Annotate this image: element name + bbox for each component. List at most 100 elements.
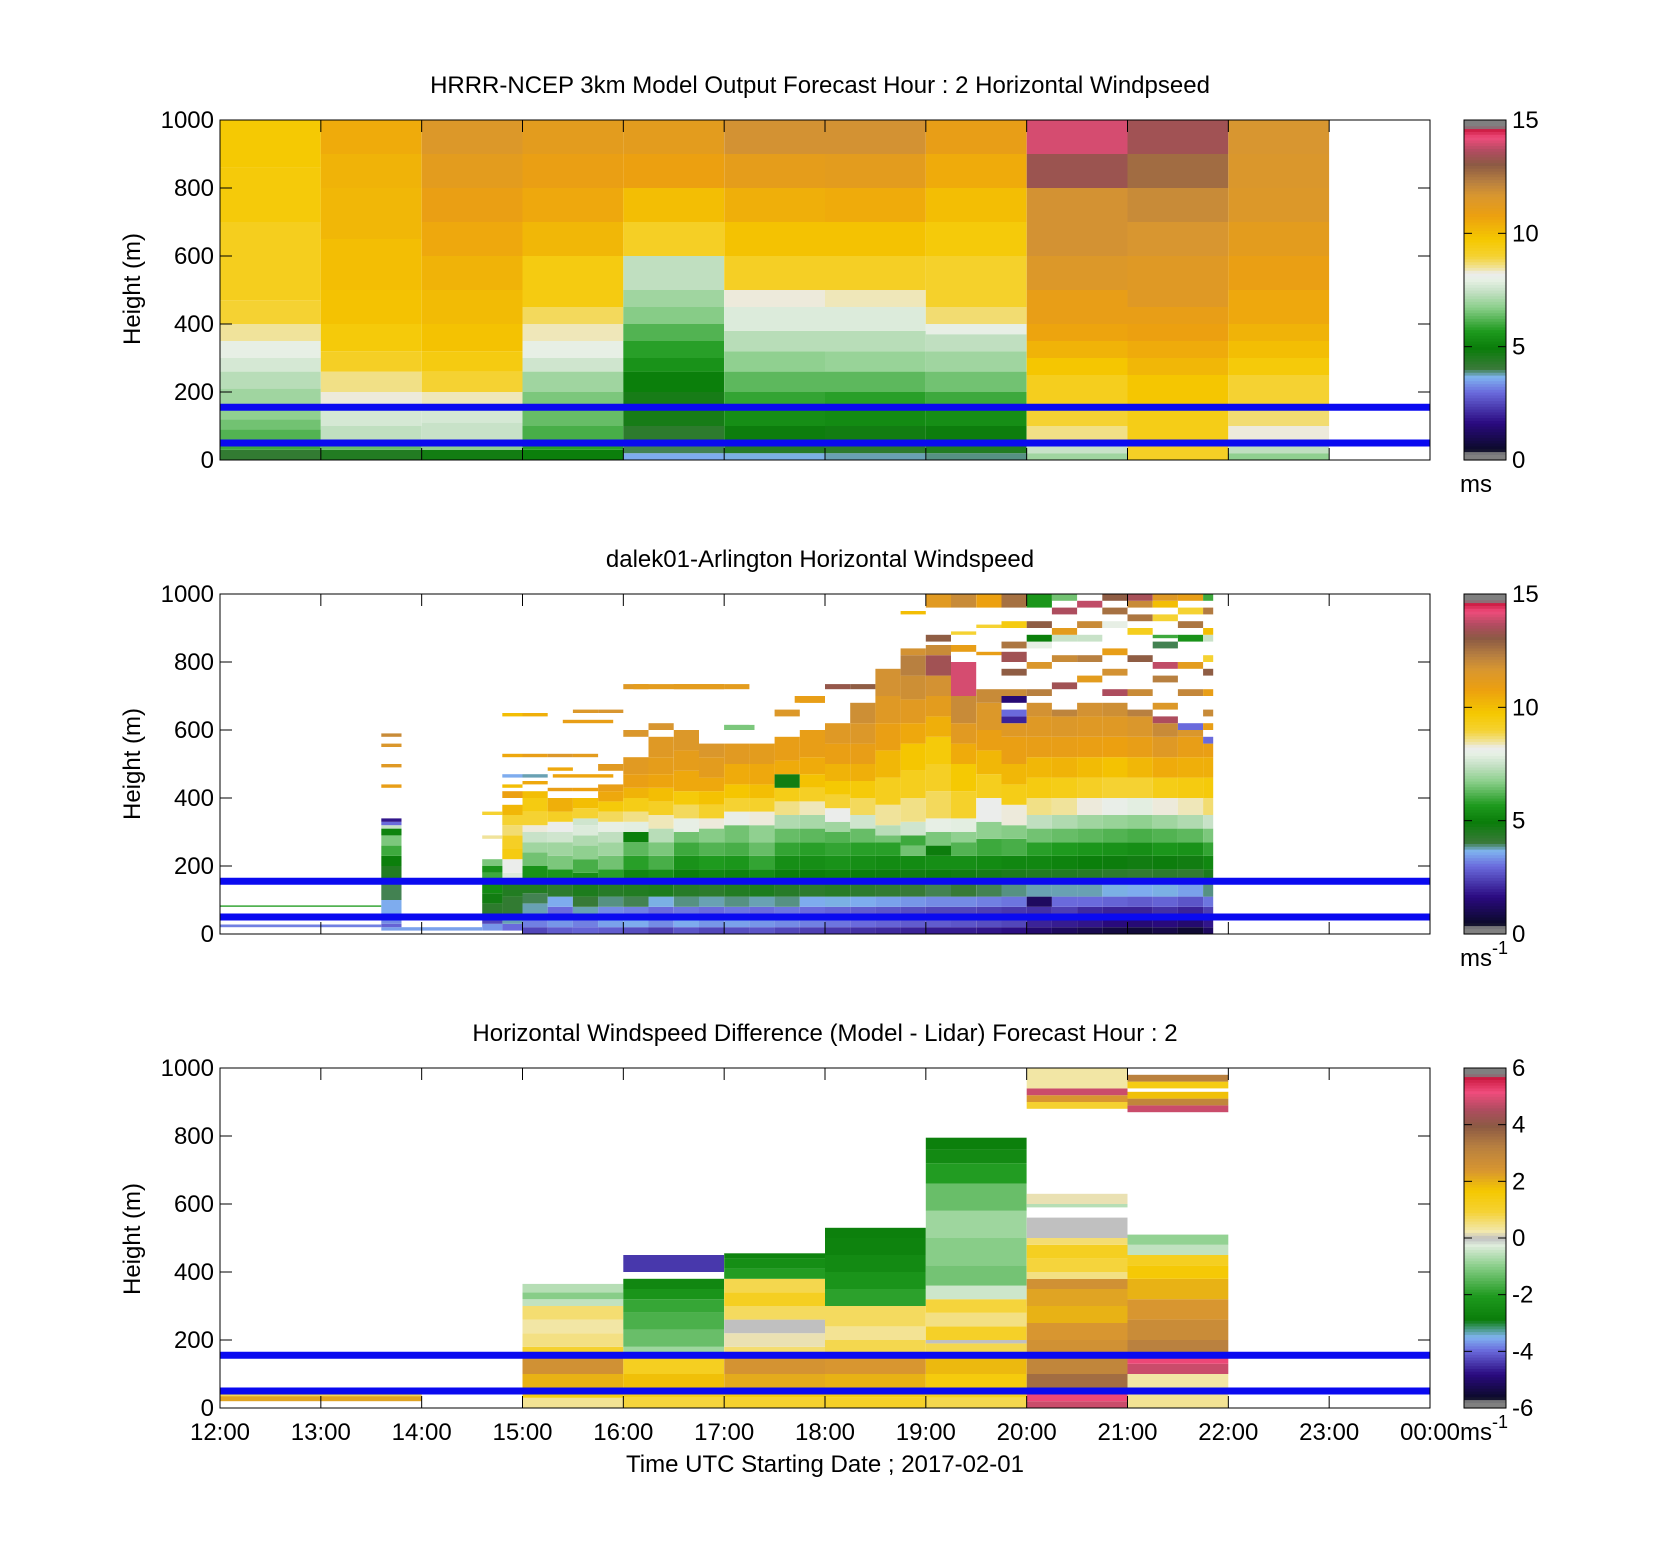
heatmap-cell bbox=[1203, 869, 1214, 883]
y-tick-label: 1000 bbox=[161, 107, 214, 134]
colorbar-swatch bbox=[1464, 911, 1506, 915]
sparse-cell bbox=[502, 753, 523, 758]
heatmap-cell bbox=[1026, 426, 1128, 440]
heatmap-cell bbox=[522, 371, 624, 392]
y-tick-label: 0 bbox=[201, 921, 214, 948]
colorbar-swatch bbox=[1464, 622, 1506, 626]
heatmap-cell bbox=[799, 927, 825, 934]
axis-ticks: 0 200 400 600 800 1000 bbox=[161, 581, 1431, 948]
heatmap-cell bbox=[1177, 723, 1204, 730]
heatmap-cell bbox=[1102, 906, 1128, 917]
colorbar-swatch bbox=[1464, 1337, 1506, 1341]
heatmap-cell bbox=[900, 743, 926, 771]
heatmap-cell bbox=[799, 787, 825, 802]
heatmap-cell bbox=[825, 1289, 926, 1306]
heatmap-cell bbox=[572, 818, 599, 826]
colorbar-swatch bbox=[1464, 154, 1506, 158]
heatmap-cell bbox=[1026, 358, 1128, 375]
heatmap-cell bbox=[1177, 607, 1204, 615]
colorbar-frame bbox=[1463, 119, 1507, 461]
heatmap-cell bbox=[1127, 154, 1229, 188]
heatmap-cell bbox=[1152, 662, 1178, 669]
colorbar-swatch bbox=[1464, 837, 1506, 842]
sparse-cell bbox=[381, 927, 483, 931]
heatmap-cell bbox=[522, 358, 624, 372]
heatmap-cell bbox=[522, 1333, 624, 1347]
colorbar-swatch bbox=[1464, 454, 1506, 458]
colorbar-tick-label: 4 bbox=[1512, 1112, 1525, 1139]
heatmap-cell bbox=[875, 917, 901, 928]
colorbar-swatch bbox=[1464, 843, 1506, 847]
heatmap-cell bbox=[522, 188, 624, 222]
heatmap-cell bbox=[1077, 798, 1103, 815]
colorbar-swatch bbox=[1464, 394, 1506, 399]
heatmap-cell bbox=[598, 855, 624, 870]
heatmap-cell bbox=[1127, 917, 1153, 928]
heatmap-cell bbox=[572, 927, 599, 934]
colorbar-swatch bbox=[1464, 1087, 1506, 1092]
heatmap-cell bbox=[220, 449, 321, 460]
heatmap-cell bbox=[1127, 409, 1229, 440]
heatmap-cell bbox=[925, 1149, 1027, 1164]
y-tick-label: 600 bbox=[174, 243, 214, 270]
colorbar-swatch bbox=[1464, 173, 1506, 178]
colorbar-swatch bbox=[1464, 120, 1506, 124]
colorbar-swatch bbox=[1464, 202, 1506, 206]
colorbar-swatch bbox=[1464, 611, 1506, 615]
colorbar-swatch bbox=[1464, 193, 1506, 198]
heatmap-cell bbox=[623, 787, 649, 798]
heatmap-cell bbox=[1228, 446, 1330, 454]
y-tick-label: 200 bbox=[174, 1327, 214, 1354]
heatmap-cell bbox=[1177, 798, 1204, 815]
colorbar-swatch bbox=[1464, 1141, 1506, 1146]
heatmap-cell bbox=[925, 927, 951, 934]
heatmap-cell bbox=[320, 449, 422, 460]
heatmap-cell bbox=[1077, 634, 1103, 642]
colorbar-swatch bbox=[1464, 210, 1506, 215]
heatmap-cell bbox=[623, 371, 725, 392]
heatmap-cell bbox=[572, 845, 599, 860]
heatmap-cell bbox=[522, 256, 624, 307]
heatmap-cell bbox=[1203, 634, 1214, 642]
heatmap-cell bbox=[875, 804, 901, 826]
colorbar-swatch bbox=[1464, 673, 1506, 677]
heatmap-cell bbox=[724, 764, 750, 785]
colorbar-swatch bbox=[1464, 346, 1506, 351]
heatmap-cell bbox=[1152, 896, 1178, 907]
colorbar-swatch bbox=[1464, 1226, 1506, 1231]
sparse-cell bbox=[381, 784, 402, 788]
heatmap-cell bbox=[1177, 736, 1204, 758]
colorbar-swatch bbox=[1464, 1391, 1506, 1395]
heatmap-cell bbox=[875, 855, 901, 870]
heatmap-cell bbox=[522, 307, 624, 324]
heatmap-cell bbox=[1203, 655, 1214, 662]
x-tick-label: 18:00 bbox=[795, 1419, 855, 1446]
colorbar-swatch bbox=[1464, 747, 1506, 751]
heatmap-cell bbox=[825, 154, 926, 188]
heatmap-cell bbox=[1102, 702, 1128, 717]
colorbar-swatch bbox=[1464, 744, 1506, 748]
heatmap-cell bbox=[825, 917, 851, 928]
heatmap-cell bbox=[1001, 621, 1027, 628]
heatmap-cell bbox=[925, 120, 1027, 154]
heatmap-cell bbox=[1152, 927, 1178, 934]
y-axis-label: Height (m) bbox=[119, 1183, 146, 1295]
colorbar-tick-label: -2 bbox=[1512, 1282, 1533, 1309]
heatmap-cell bbox=[699, 883, 725, 897]
colorbar-swatch bbox=[1464, 727, 1506, 731]
heatmap-cell bbox=[976, 883, 1002, 897]
sparse-cell bbox=[482, 883, 503, 894]
panel-title: dalek01-Arlington Horizontal Windspeed bbox=[606, 546, 1034, 573]
heatmap-cell bbox=[673, 906, 699, 917]
heatmap-cell bbox=[925, 334, 1027, 352]
heatmap-cell bbox=[1127, 777, 1153, 798]
heatmap-cell bbox=[724, 1292, 825, 1306]
heatmap-cell bbox=[749, 811, 775, 826]
heatmap-cell bbox=[875, 835, 901, 843]
heatmap-cell bbox=[925, 1326, 1027, 1340]
heatmap-cell bbox=[598, 896, 624, 907]
heatmap-cell bbox=[1102, 757, 1128, 778]
colorbar-swatch bbox=[1464, 888, 1506, 893]
heatmap-cell bbox=[522, 842, 548, 853]
heatmap-cell bbox=[547, 896, 573, 907]
